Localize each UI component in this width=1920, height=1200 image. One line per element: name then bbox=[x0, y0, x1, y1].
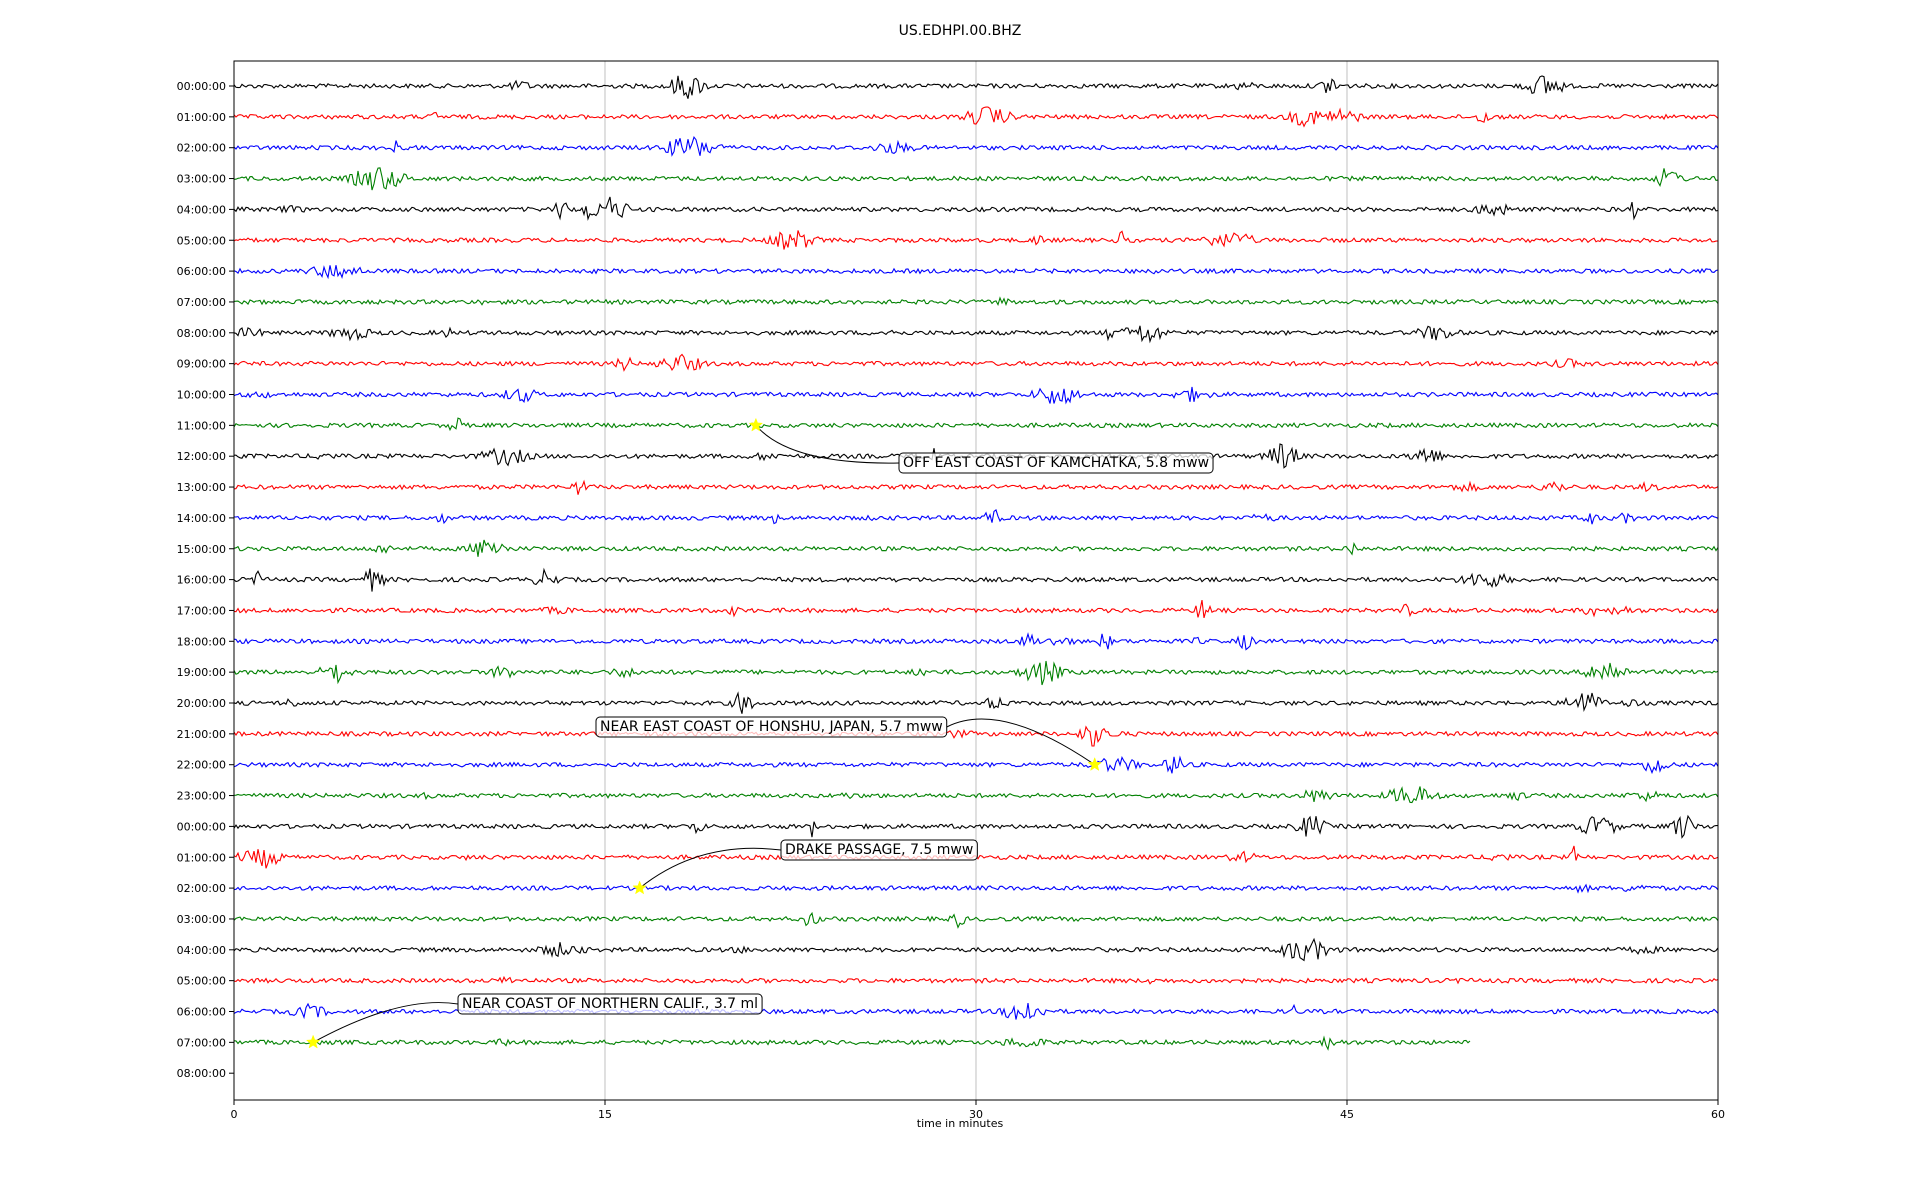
trace-line bbox=[233, 479, 1719, 495]
row-time-label: 06:00:00 bbox=[177, 1006, 226, 1019]
trace-line bbox=[233, 691, 1719, 714]
trace-line bbox=[233, 296, 1719, 307]
trace-line bbox=[233, 937, 1719, 962]
row-time-label: 06:00:00 bbox=[177, 265, 226, 278]
row-time-label: 09:00:00 bbox=[177, 358, 226, 371]
trace-line bbox=[233, 196, 1719, 221]
row-time-label: 18:00:00 bbox=[177, 635, 226, 648]
row-label-group: 00:00:00 01:00:00 02:00:00 03:00:00 04:00:00… bbox=[177, 80, 234, 1080]
row-time-label: 03:00:00 bbox=[177, 913, 226, 926]
row-time-label: 01:00:00 bbox=[177, 851, 226, 864]
event-leader-line bbox=[755, 425, 900, 464]
trace-line bbox=[233, 508, 1719, 525]
x-tick-label: 45 bbox=[1340, 1108, 1354, 1121]
trace-group bbox=[233, 75, 1719, 1051]
trace-line bbox=[233, 599, 1719, 619]
trace-line bbox=[233, 786, 1719, 804]
row-time-label: 23:00:00 bbox=[177, 790, 226, 803]
vertical-grid bbox=[604, 61, 1348, 1100]
event-label: NEAR EAST COAST OF HONSHU, JAPAN, 5.7 mw… bbox=[600, 719, 943, 735]
trace-line bbox=[233, 911, 1719, 929]
x-tick-label: 30 bbox=[969, 1108, 983, 1121]
event-leader-line bbox=[639, 847, 782, 889]
row-time-label: 05:00:00 bbox=[177, 234, 226, 247]
trace-line bbox=[233, 975, 1719, 985]
row-time-label: 08:00:00 bbox=[177, 327, 226, 340]
x-tick-label: 60 bbox=[1711, 1108, 1725, 1121]
plot-frame bbox=[233, 60, 1719, 1101]
row-time-label: 16:00:00 bbox=[177, 574, 226, 587]
event-leader-line bbox=[946, 718, 1096, 766]
event-annotation: DRAKE PASSAGE, 7.5 mww bbox=[632, 839, 978, 895]
row-time-label: 01:00:00 bbox=[177, 111, 226, 124]
row-time-label: 08:00:00 bbox=[177, 1067, 226, 1080]
row-time-label: 07:00:00 bbox=[177, 1036, 226, 1049]
x-tick-group: 0 15 30 45 60 bbox=[231, 1100, 1725, 1121]
trace-line bbox=[233, 75, 1719, 99]
trace-line bbox=[233, 539, 1719, 557]
event-label: OFF EAST COAST OF KAMCHATKA, 5.8 mww bbox=[903, 455, 1209, 471]
row-time-label: 12:00:00 bbox=[177, 450, 226, 463]
row-time-label: 00:00:00 bbox=[177, 80, 226, 93]
x-tick-label: 0 bbox=[231, 1108, 238, 1121]
trace-line bbox=[233, 567, 1719, 592]
trace-line bbox=[233, 883, 1719, 894]
row-time-label: 05:00:00 bbox=[177, 975, 226, 988]
trace-line bbox=[233, 632, 1719, 651]
row-time-label: 13:00:00 bbox=[177, 481, 226, 494]
x-tick-label: 15 bbox=[598, 1108, 612, 1121]
trace-line bbox=[233, 1035, 1471, 1051]
row-time-label: 04:00:00 bbox=[177, 944, 226, 957]
trace-line bbox=[233, 386, 1719, 405]
event-star-marker bbox=[632, 880, 647, 895]
event-star-marker bbox=[1087, 756, 1103, 771]
event-annotation: NEAR EAST COAST OF HONSHU, JAPAN, 5.7 mw… bbox=[595, 716, 1103, 771]
row-time-label: 11:00:00 bbox=[177, 419, 226, 432]
row-time-label: 20:00:00 bbox=[177, 697, 226, 710]
trace-line bbox=[233, 265, 1719, 280]
row-time-label: 04:00:00 bbox=[177, 203, 226, 216]
row-time-label: 10:00:00 bbox=[177, 389, 226, 402]
event-star-marker bbox=[305, 1034, 321, 1049]
row-time-label: 03:00:00 bbox=[177, 173, 226, 186]
row-time-label: 17:00:00 bbox=[177, 604, 226, 617]
row-time-label: 00:00:00 bbox=[177, 820, 226, 833]
event-annotation: NEAR COAST OF NORTHERN CALIF., 3.7 ml bbox=[305, 993, 763, 1049]
trace-line bbox=[233, 230, 1719, 250]
chart-title: US.EDHPI.00.BHZ bbox=[899, 23, 1022, 39]
row-time-label: 22:00:00 bbox=[177, 759, 226, 772]
row-time-label: 19:00:00 bbox=[177, 666, 226, 679]
row-time-label: 07:00:00 bbox=[177, 296, 226, 309]
event-annotation: OFF EAST COAST OF KAMCHATKA, 5.8 mww bbox=[748, 417, 1214, 474]
annotation-group: OFF EAST COAST OF KAMCHATKA, 5.8 mww NEAR… bbox=[305, 417, 1214, 1049]
event-label: DRAKE PASSAGE, 7.5 mww bbox=[785, 842, 973, 858]
x-axis-label: time in minutes bbox=[917, 1117, 1004, 1130]
event-label: NEAR COAST OF NORTHERN CALIF., 3.7 ml bbox=[462, 996, 758, 1012]
row-time-label: 21:00:00 bbox=[177, 728, 226, 741]
event-leader-line bbox=[312, 1002, 459, 1043]
row-time-label: 02:00:00 bbox=[177, 882, 226, 895]
trace-line bbox=[233, 136, 1719, 157]
event-star-marker bbox=[748, 417, 764, 432]
row-time-label: 14:00:00 bbox=[177, 512, 226, 525]
trace-line bbox=[233, 325, 1719, 344]
trace-line bbox=[233, 814, 1718, 839]
trace-line bbox=[233, 417, 1719, 432]
row-time-label: 15:00:00 bbox=[177, 543, 226, 556]
row-time-label: 02:00:00 bbox=[177, 142, 226, 155]
trace-line bbox=[233, 660, 1719, 686]
trace-line bbox=[233, 106, 1719, 128]
trace-line bbox=[233, 725, 1719, 747]
trace-line bbox=[233, 353, 1719, 372]
trace-line bbox=[233, 755, 1719, 775]
trace-line bbox=[233, 167, 1719, 191]
